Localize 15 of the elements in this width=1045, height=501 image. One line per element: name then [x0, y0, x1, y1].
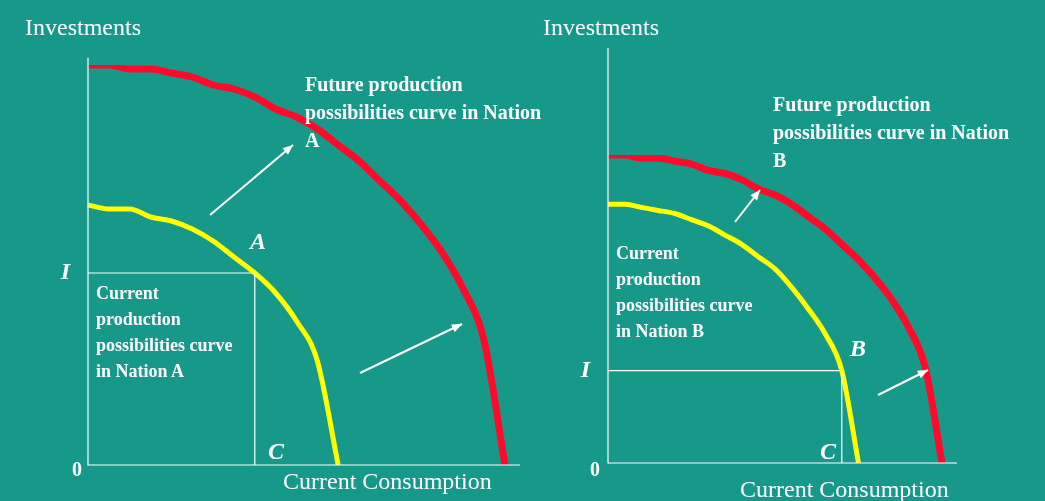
annotation: Current production possibilities curve in Nation A — [96, 282, 234, 383]
annotation: B — [850, 335, 867, 362]
text: 0 — [72, 458, 83, 481]
series-label: I — [59, 258, 72, 285]
annotation: A — [250, 228, 267, 255]
text: 0 — [590, 458, 601, 481]
y-axis-title: Investments — [543, 14, 659, 41]
annotation: C — [268, 438, 285, 465]
y-axis-title: Investments — [25, 14, 141, 41]
series-label: I — [579, 355, 592, 382]
annotation: Future production possibilities curve in Nation A — [305, 72, 543, 153]
annotation: Future production possibilities curve in Nation B — [773, 92, 1011, 173]
annotation: Current production possibilities curve in Nation B — [616, 242, 754, 343]
annotation: C — [820, 438, 837, 465]
x-axis-title: Current Consumption — [283, 468, 492, 495]
